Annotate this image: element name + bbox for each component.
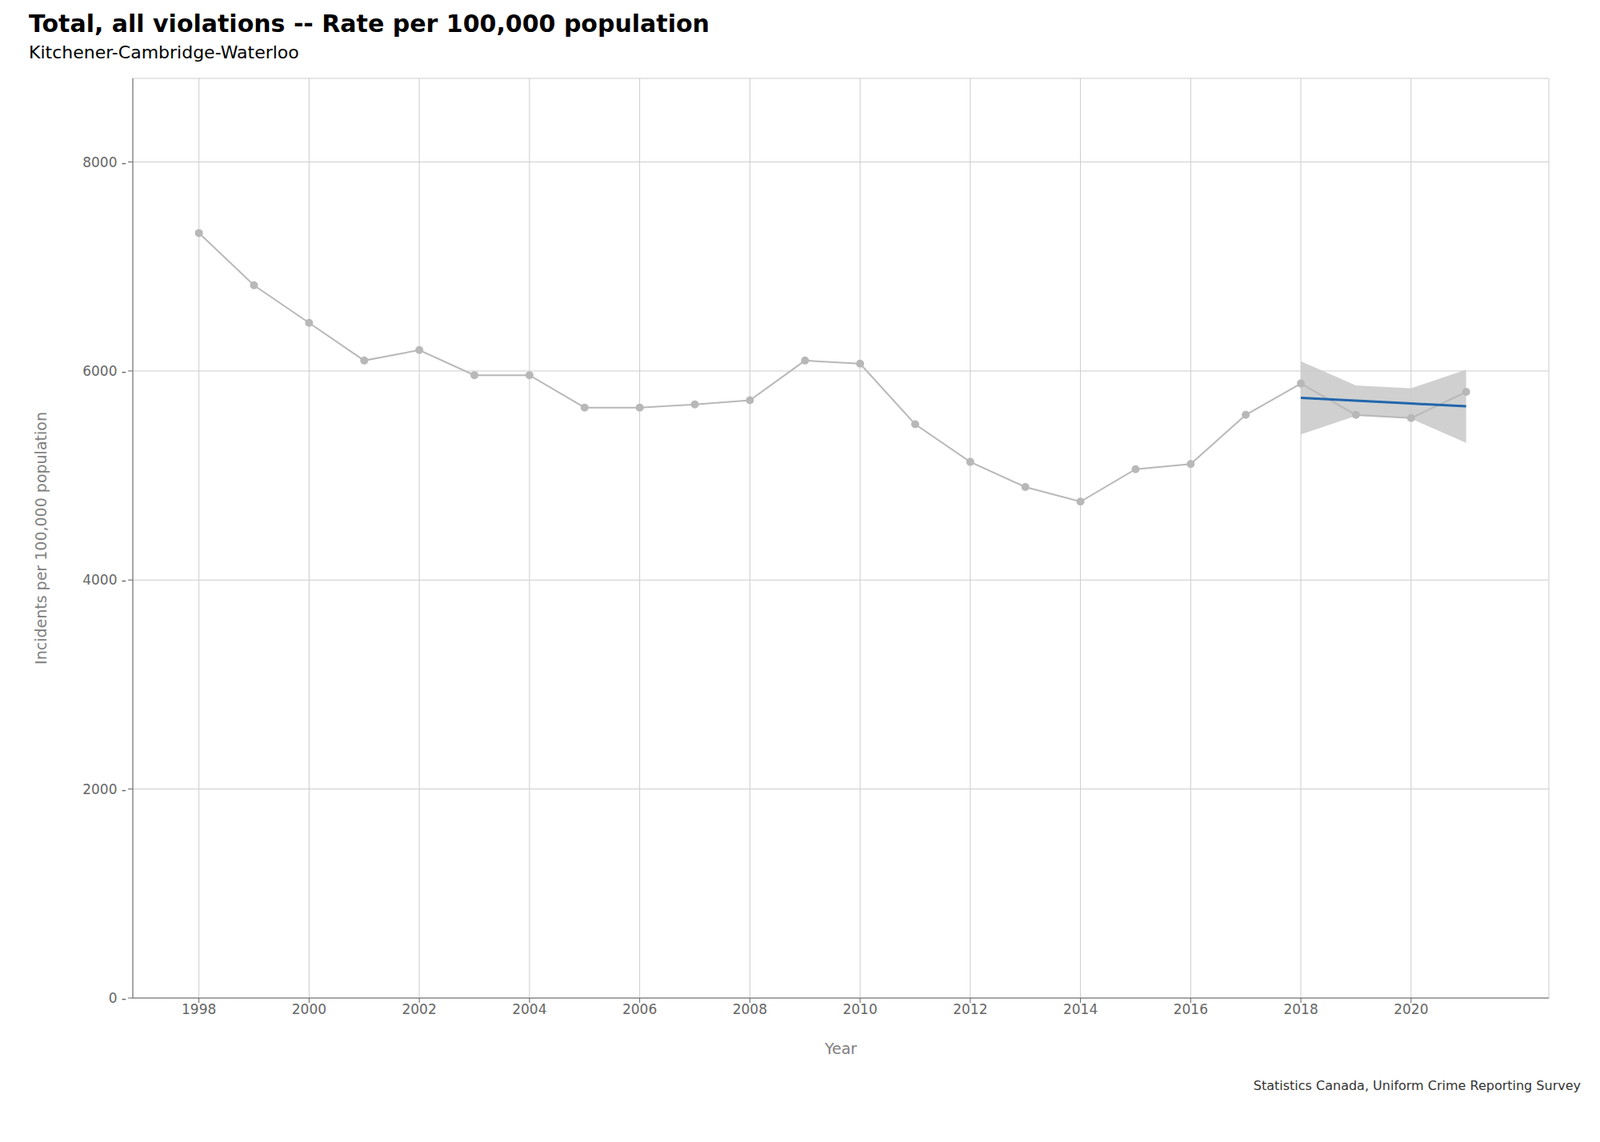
svg-text:2020: 2020 <box>1393 1001 1428 1018</box>
svg-text:6000 -: 6000 - <box>82 363 127 380</box>
svg-text:0 -: 0 - <box>108 990 127 1007</box>
svg-text:2000: 2000 <box>292 1001 327 1018</box>
svg-text:Incidents per 100,000 populati: Incidents per 100,000 population <box>32 412 50 665</box>
svg-text:2008: 2008 <box>732 1001 768 1018</box>
svg-text:1998: 1998 <box>181 1001 216 1018</box>
svg-text:8000 -: 8000 - <box>82 154 127 171</box>
html-text:Kitchener-Cambridge-Waterloo: Kitchener-Cambridge-Waterloo <box>28 42 300 63</box>
svg-text:2010: 2010 <box>842 1001 877 1018</box>
svg-text:2002: 2002 <box>401 1001 436 1018</box>
html-text:Statistics Canada, Uniform Cri: Statistics Canada, Uniform Crime Reporti… <box>1253 1078 1581 1094</box>
svg-text:2014: 2014 <box>1063 1001 1098 1018</box>
svg-text:4000 -: 4000 - <box>82 572 127 588</box>
svg-text:2006: 2006 <box>622 1001 657 1018</box>
svg-text:2012: 2012 <box>952 1001 988 1018</box>
svg-text:2016: 2016 <box>1173 1001 1208 1018</box>
svg-text:2018: 2018 <box>1283 1001 1318 1018</box>
html-text:Total, all violations -- Rate: Total, all violations -- Rate per 100,00… <box>28 9 710 38</box>
svg-text:2004: 2004 <box>512 1001 547 1018</box>
svg-text:2000 -: 2000 - <box>82 781 127 798</box>
svg-text:Year: Year <box>824 1040 857 1058</box>
